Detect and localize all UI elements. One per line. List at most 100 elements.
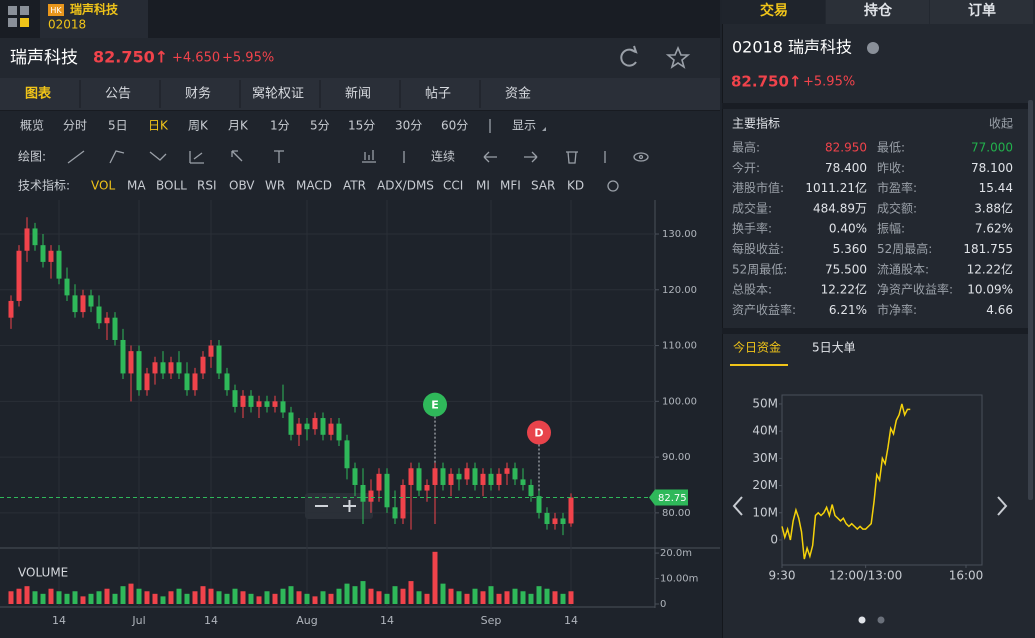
volume-bar: [496, 593, 502, 604]
annotation-label: E: [431, 399, 439, 412]
y-tick-label: 80.00: [662, 508, 691, 519]
stat-value: 5.360: [833, 242, 867, 256]
candle-body: [24, 228, 30, 251]
y-tick-label: 120.00: [662, 285, 697, 296]
page-dot[interactable]: [877, 616, 885, 624]
period-button[interactable]: 5日: [108, 119, 128, 133]
tab[interactable]: 窝轮权证: [252, 86, 304, 102]
panel-tab[interactable]: [930, 0, 1033, 24]
indicator-button[interactable]: KD: [567, 179, 584, 193]
candle-body: [400, 484, 406, 519]
period-button[interactable]: 日K: [148, 119, 169, 133]
display-menu[interactable]: 显示: [512, 119, 536, 133]
period-button[interactable]: 概览: [20, 118, 44, 133]
volume-bar: [520, 591, 526, 604]
draw-tool-icons[interactable]: [67, 119, 649, 192]
fund-y-tick-label: 30M: [752, 451, 778, 465]
help-icon[interactable]: [867, 42, 879, 54]
star-icon[interactable]: [665, 45, 691, 69]
tab-row: [0, 78, 720, 111]
volume-bar: [376, 591, 382, 604]
tab[interactable]: 图表: [25, 86, 52, 102]
period-button[interactable]: 月K: [228, 119, 249, 133]
indicator-button[interactable]: SAR: [531, 179, 555, 193]
refresh-icon[interactable]: [620, 45, 638, 67]
candle-body: [552, 518, 558, 525]
indicator-button[interactable]: MI: [476, 179, 490, 193]
stat-label: 振幅:: [877, 221, 905, 236]
candle-body: [512, 468, 518, 480]
collapse-button[interactable]: 收起: [989, 117, 1013, 131]
stat-value: 4.66: [986, 303, 1013, 317]
hk-badge-text: HK: [50, 6, 62, 15]
indicator-button[interactable]: MACD: [296, 179, 332, 193]
tab[interactable]: 公告: [105, 87, 131, 102]
period-button[interactable]: 周K: [188, 119, 209, 133]
candle-body: [568, 497, 574, 524]
page-dot[interactable]: [858, 616, 866, 624]
volume-bar: [552, 591, 558, 604]
volume-bar: [320, 591, 326, 604]
fund-x-tick-label: 16:00: [949, 569, 984, 583]
annotation-marker[interactable]: [527, 420, 551, 445]
candle-body: [120, 339, 126, 374]
volume-bar: [312, 596, 318, 604]
tab[interactable]: 帖子: [425, 87, 451, 102]
indicator-button[interactable]: RSI: [197, 179, 217, 193]
period-button[interactable]: 15分: [348, 119, 375, 133]
indicator-button[interactable]: ATR: [343, 179, 366, 193]
indicator-button[interactable]: OBV: [229, 179, 255, 193]
volume-bar: [384, 593, 390, 604]
candle-body: [392, 507, 398, 519]
volume-bar: [144, 591, 150, 604]
indicator-button[interactable]: MFI: [500, 179, 521, 193]
indicator-button[interactable]: BOLL: [156, 179, 187, 193]
candle-body: [304, 423, 310, 430]
fund-plot-frame: [781, 394, 983, 566]
fund-y-tick-label: 40M: [752, 424, 778, 438]
scrollbar[interactable]: [1028, 100, 1033, 500]
indicator-button[interactable]: WR: [265, 179, 285, 193]
tab[interactable]: 资金: [505, 86, 531, 102]
volume-bar: [440, 583, 446, 604]
candle-body: [200, 356, 206, 374]
volume-bar: [568, 591, 574, 604]
panel-title: 02018 瑞声科技: [732, 38, 852, 57]
panel-tab[interactable]: [826, 0, 929, 24]
candle-body: [384, 473, 390, 508]
period-button[interactable]: 5分: [310, 119, 330, 133]
candle-body: [184, 373, 190, 391]
candle-body: [232, 390, 238, 407]
candle-body: [96, 306, 102, 324]
annotation-marker[interactable]: [423, 392, 447, 417]
stat-value: 6.21%: [829, 303, 867, 317]
candle-body: [416, 468, 422, 491]
candle-body: [432, 468, 438, 485]
tab[interactable]: 财务: [185, 86, 211, 102]
indicator-button[interactable]: ADX/DMS: [377, 179, 434, 193]
fund-tab[interactable]: 今日资金: [733, 340, 781, 355]
candle-body: [344, 440, 350, 469]
volume-bar: [200, 586, 206, 604]
carousel-arrows[interactable]: [732, 496, 1008, 516]
fund-y-tick-label: 0: [770, 532, 778, 546]
fund-tab[interactable]: 5日大单: [812, 341, 856, 355]
volume-bar: [168, 591, 174, 604]
indicator-button[interactable]: CCI: [443, 179, 463, 193]
panel-tab[interactable]: [722, 0, 825, 24]
stat-label: 最低:: [877, 141, 905, 155]
x-tick-label: 14: [564, 614, 578, 627]
period-button[interactable]: 30分: [395, 119, 422, 133]
stat-label: 今开:: [732, 160, 760, 175]
period-button[interactable]: 60分: [441, 119, 468, 133]
indicator-button[interactable]: VOL: [91, 179, 115, 193]
period-button[interactable]: 分时: [63, 119, 87, 133]
indicator-button[interactable]: MA: [127, 179, 146, 193]
y-tick-label: 100.00: [662, 396, 697, 407]
candle-body: [408, 468, 414, 485]
tab[interactable]: 新闻: [345, 86, 371, 102]
draw-mode[interactable]: 连续: [431, 149, 455, 164]
app-icon[interactable]: [8, 6, 29, 27]
candle-body: [336, 423, 342, 441]
period-button[interactable]: 1分: [270, 119, 290, 133]
